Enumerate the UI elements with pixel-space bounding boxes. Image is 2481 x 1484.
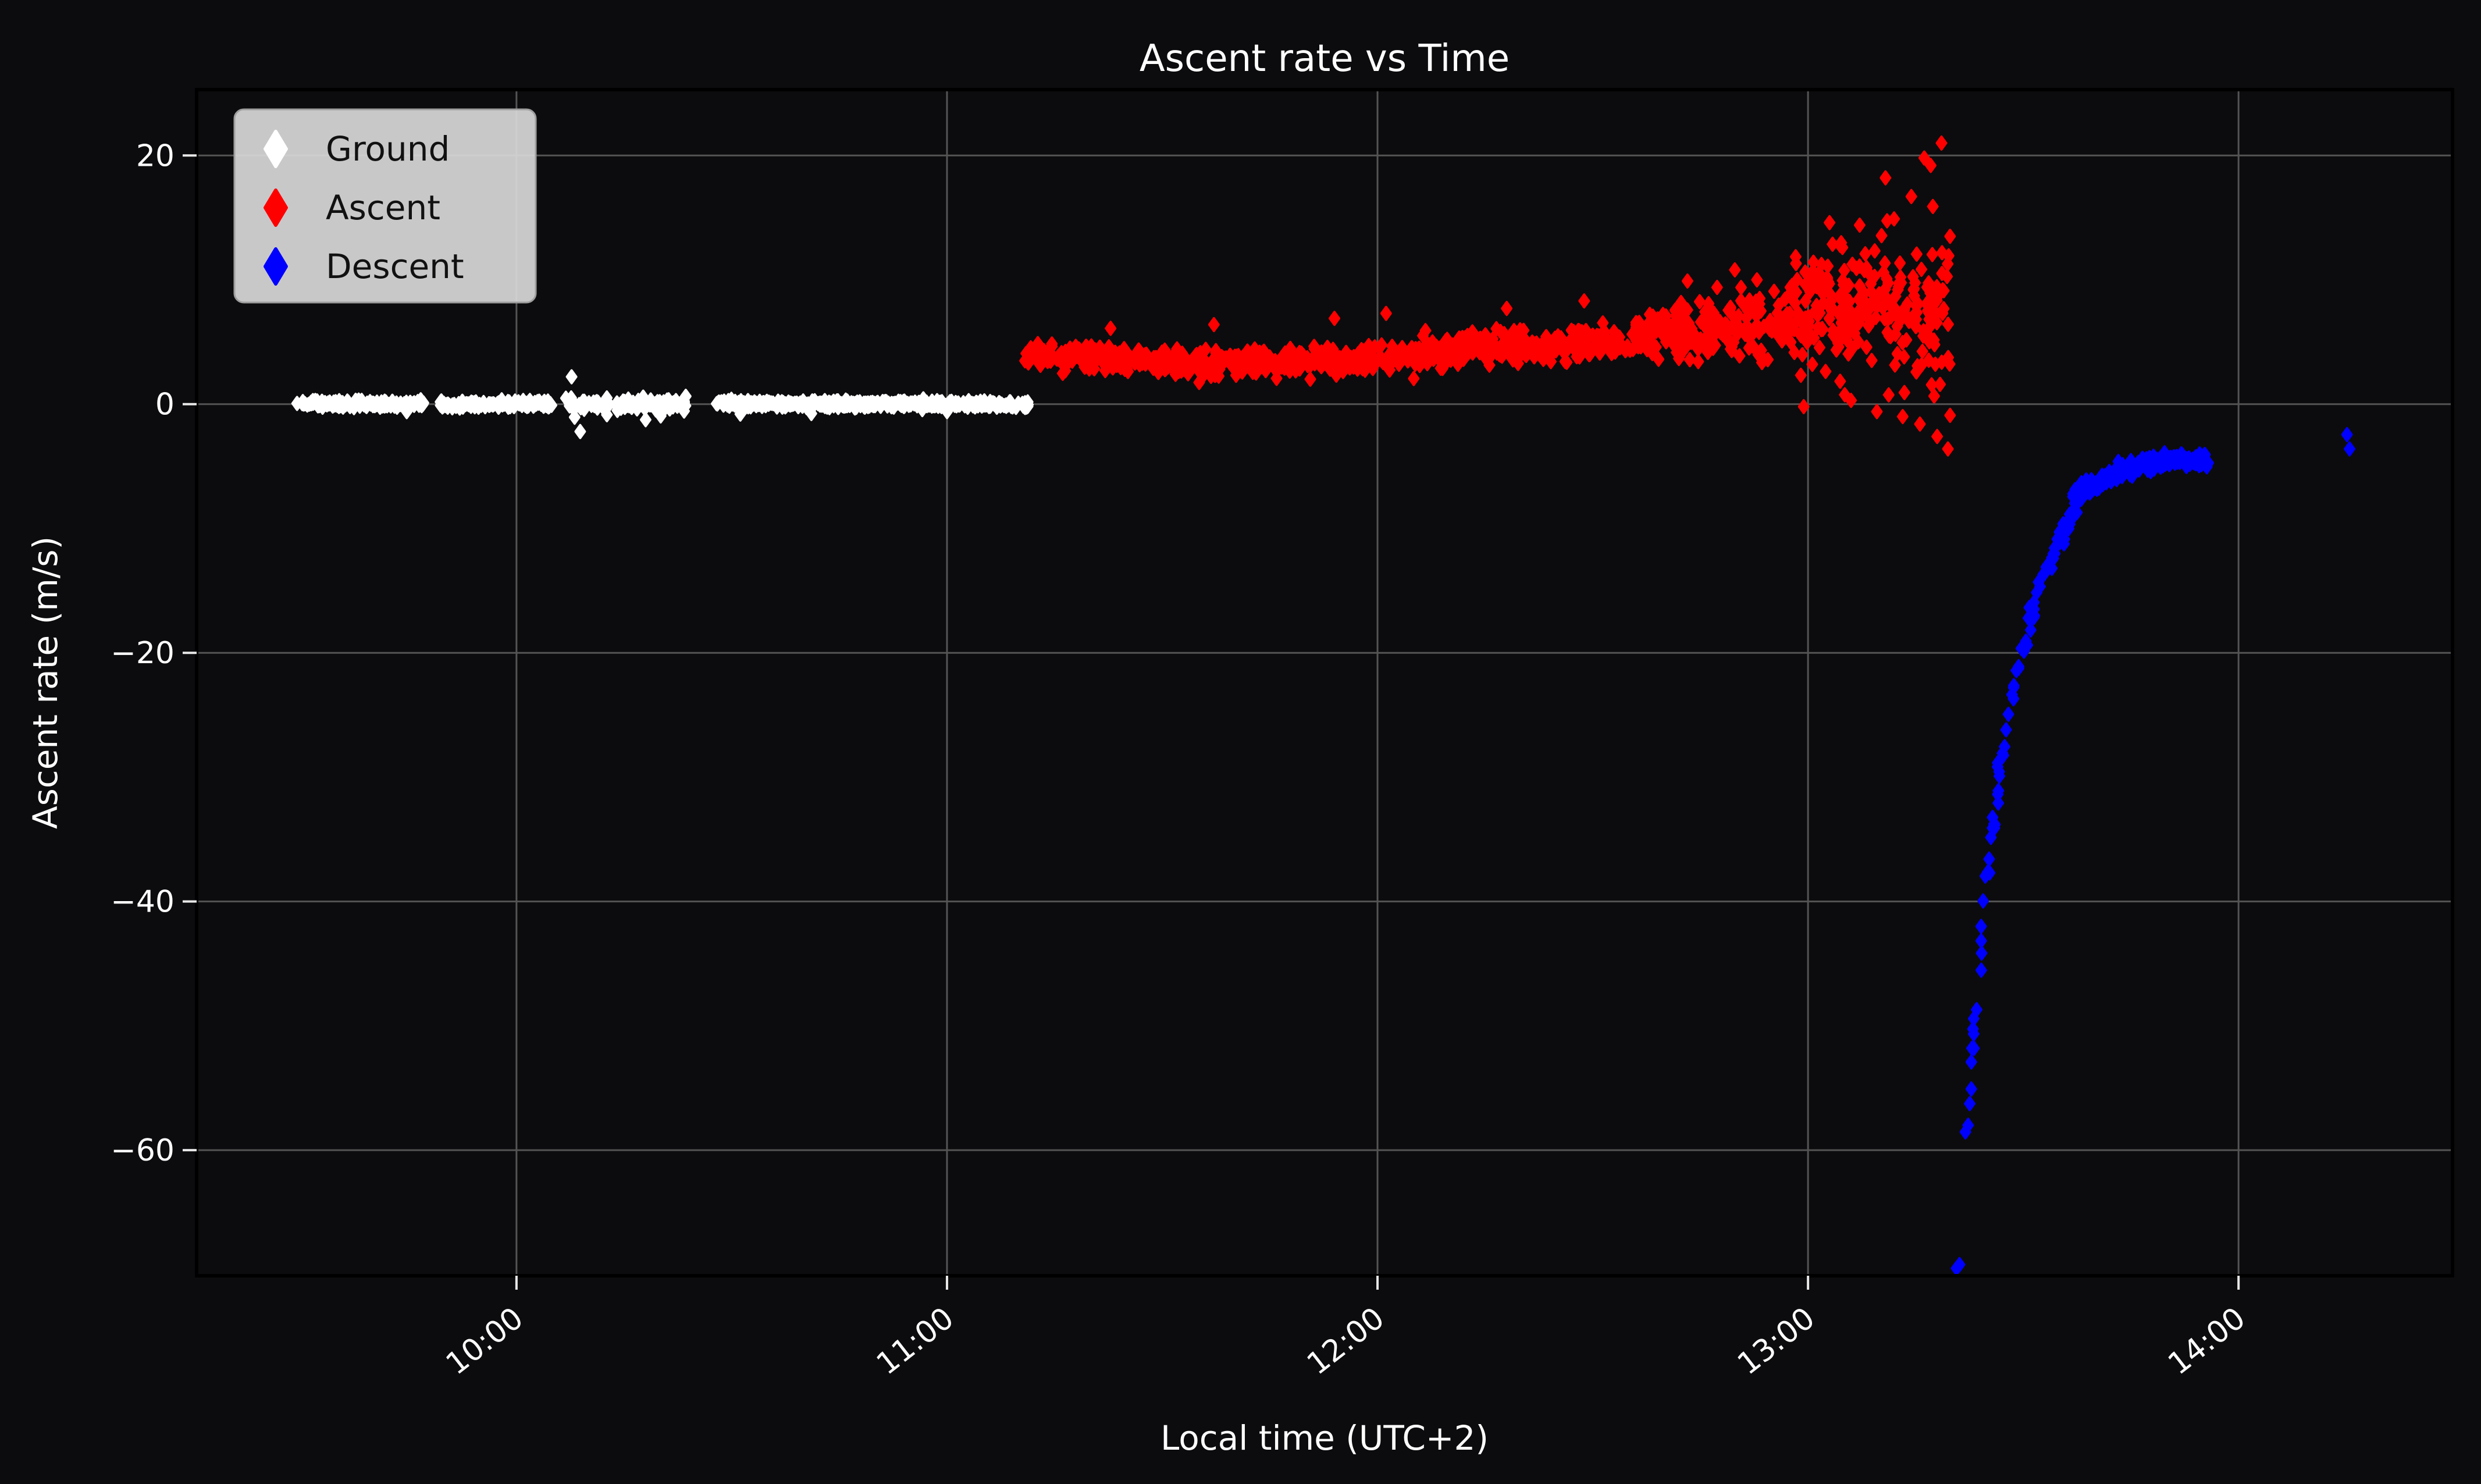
y-tick-label: 20 xyxy=(136,138,175,173)
y-tick-label: −20 xyxy=(111,636,175,671)
tick-marks xyxy=(183,154,2240,1290)
legend-marker-ascent xyxy=(264,188,288,227)
y-tick-label: −40 xyxy=(111,885,175,920)
legend-label-ground: Ground xyxy=(326,129,450,169)
x-axis-label: Local time (UTC+2) xyxy=(1161,1418,1489,1458)
legend-box xyxy=(233,108,537,304)
y-axis-label: Ascent rate (m/s) xyxy=(26,536,65,829)
chart-title: Ascent rate vs Time xyxy=(1140,37,1510,80)
legend-label-descent: Descent xyxy=(326,247,464,286)
legend: Ground Ascent Descent xyxy=(233,108,537,304)
legend-marker-descent xyxy=(264,247,288,286)
y-tick-label: −60 xyxy=(111,1133,175,1168)
legend-marker-ground xyxy=(264,130,288,168)
axes-spines xyxy=(195,88,2454,1277)
y-tick-label: 0 xyxy=(155,387,175,422)
gridlines xyxy=(197,90,2452,1276)
legend-label-ascent: Ascent xyxy=(326,188,440,227)
